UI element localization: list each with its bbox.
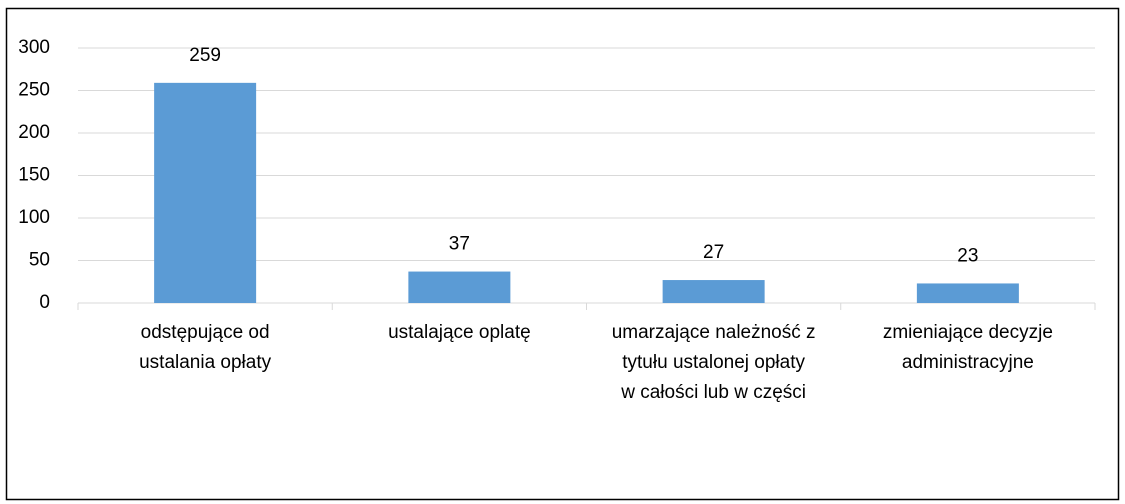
data-label: 23 — [957, 245, 978, 266]
bar — [662, 280, 765, 303]
y-tick-label: 0 — [39, 292, 50, 313]
y-tick-label: 100 — [18, 207, 50, 228]
y-tick-label: 150 — [18, 165, 50, 186]
x-tick-label: ustalające oplatę — [388, 322, 531, 343]
x-tick-label: umarzające należność z tytułu ustalonej … — [611, 322, 816, 403]
y-tick-label: 250 — [18, 80, 50, 101]
data-label: 37 — [449, 234, 470, 255]
x-tick-label: zmieniające decyzje administracyjne — [882, 322, 1053, 373]
x-tick-label: odstępujące od ustalania opłaty — [139, 322, 272, 373]
bar — [916, 283, 1019, 303]
bar — [154, 82, 257, 303]
y-tick-label: 50 — [29, 250, 50, 271]
data-label: 259 — [189, 45, 221, 66]
bar — [408, 271, 511, 303]
data-label: 27 — [703, 242, 724, 263]
y-tick-label: 300 — [18, 37, 50, 58]
y-tick-label: 200 — [18, 122, 50, 143]
